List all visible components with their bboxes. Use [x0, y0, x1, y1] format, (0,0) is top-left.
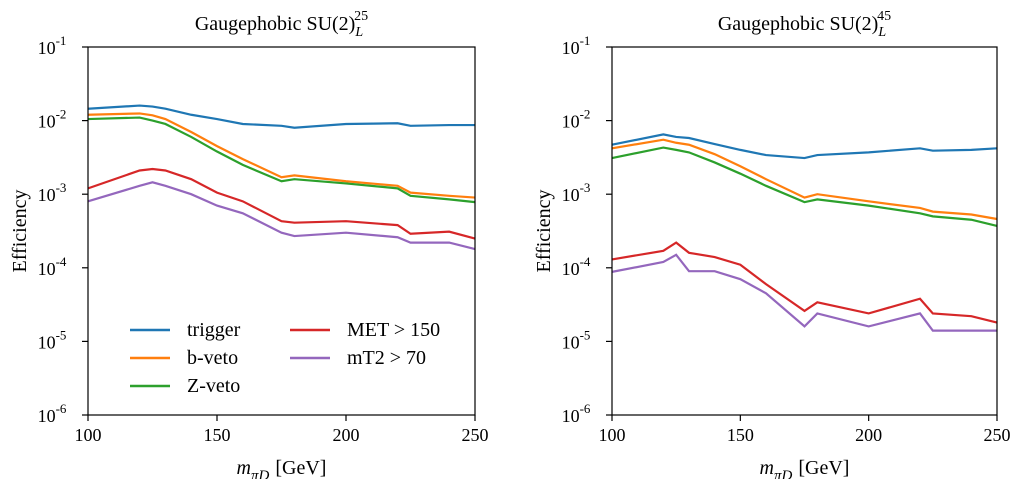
series-line — [87, 104, 475, 129]
legend-label: Z-veto — [187, 375, 240, 397]
y-tick-label: 10-2 — [562, 107, 591, 132]
y-tick-exp: -2 — [56, 107, 67, 122]
legend-label: trigger — [187, 319, 241, 341]
x-tick-label: 100 — [599, 425, 626, 445]
y-tick-label: 10-1 — [38, 33, 67, 58]
chart: Gaugephobic SU(2)L25 Efficiency mπD [GeV] 10… — [9, 9, 489, 479]
y-tick-exp: -6 — [580, 401, 591, 416]
series-line — [87, 167, 476, 240]
y-tick-label: 10-4 — [38, 254, 67, 279]
x-tick-label: 150 — [727, 425, 754, 445]
y-tick-exp: -1 — [580, 33, 591, 48]
series-line — [611, 133, 998, 160]
y-tick-exp: -2 — [580, 107, 591, 122]
title-text: Gaugephobic SU(2) — [195, 13, 356, 35]
y-tick-label: 10-6 — [38, 401, 67, 426]
y-tick-label: 10-1 — [562, 33, 591, 58]
x-tick-label: 100 — [75, 425, 102, 445]
legend-label: MET > 150 — [347, 319, 440, 341]
series-line — [611, 241, 998, 324]
y-tick-exp: -3 — [580, 180, 591, 195]
x-tick-label: 250 — [984, 425, 1011, 445]
y-axis-label: Efficiency — [9, 190, 31, 273]
x-tick-label: 150 — [204, 425, 231, 445]
y-tick-label: 10-2 — [38, 107, 67, 132]
y-tick-label: 10-5 — [562, 327, 591, 352]
y-tick-exp: -5 — [56, 327, 67, 342]
y-tick-base: 10 — [562, 38, 580, 58]
title-sub: L — [877, 25, 886, 40]
title-sub: L — [354, 25, 363, 40]
y-tick-base: 10 — [562, 259, 580, 279]
y-tick-exp: -4 — [56, 254, 67, 269]
x-label-var: m — [237, 457, 251, 479]
y-tick-base: 10 — [562, 112, 580, 132]
y-tick-base: 10 — [38, 259, 56, 279]
plot-frame — [611, 46, 998, 416]
y-tick-label: 10-3 — [562, 180, 591, 205]
series-line — [87, 112, 476, 199]
title-text: Gaugephobic SU(2) — [718, 13, 879, 35]
chart-title: Gaugephobic SU(2)L45 — [718, 9, 891, 40]
y-tick-base: 10 — [562, 406, 580, 426]
title-sup: 45 — [877, 9, 891, 24]
x-label-unit: [GeV] — [275, 457, 326, 479]
y-tick-exp: -6 — [56, 401, 67, 416]
legend-label: b-veto — [187, 347, 238, 369]
x-label-sub: πD — [251, 468, 270, 479]
series-line — [611, 146, 998, 228]
x-label-unit: [GeV] — [798, 457, 849, 479]
title-sup: 25 — [354, 9, 368, 24]
y-tick-base: 10 — [38, 112, 56, 132]
y-tick-label: 10-4 — [562, 254, 591, 279]
x-tick-label: 200 — [855, 425, 882, 445]
y-tick-label: 10-3 — [38, 180, 67, 205]
x-axis-label: mπD [GeV] — [760, 457, 850, 479]
x-tick-label: 200 — [333, 425, 360, 445]
y-tick-exp: -1 — [56, 33, 67, 48]
y-axis-label: Efficiency — [533, 190, 555, 273]
legend-label: mT2 > 70 — [347, 347, 426, 369]
x-label-sub: πD — [774, 468, 793, 479]
series-line — [611, 253, 997, 332]
y-tick-base: 10 — [38, 38, 56, 58]
y-tick-label: 10-5 — [38, 327, 67, 352]
x-tick-label: 250 — [462, 425, 489, 445]
y-tick-base: 10 — [38, 185, 56, 205]
chart: Gaugephobic SU(2)L45 Efficiency mπD [GeV] 10… — [533, 9, 1011, 479]
plot-frame — [87, 46, 476, 416]
x-label-var: m — [760, 457, 774, 479]
y-tick-base: 10 — [562, 185, 580, 205]
y-tick-base: 10 — [38, 406, 56, 426]
y-tick-exp: -3 — [56, 180, 67, 195]
series-line — [87, 116, 476, 204]
y-tick-exp: -4 — [580, 254, 591, 269]
chart-title: Gaugephobic SU(2)L25 — [195, 9, 368, 40]
series-line — [87, 181, 476, 251]
y-tick-base: 10 — [38, 332, 56, 352]
y-tick-label: 10-6 — [562, 401, 591, 426]
y-tick-base: 10 — [562, 332, 580, 352]
y-tick-exp: -5 — [580, 327, 591, 342]
x-axis-label: mπD [GeV] — [237, 457, 327, 479]
series-line — [611, 138, 998, 221]
